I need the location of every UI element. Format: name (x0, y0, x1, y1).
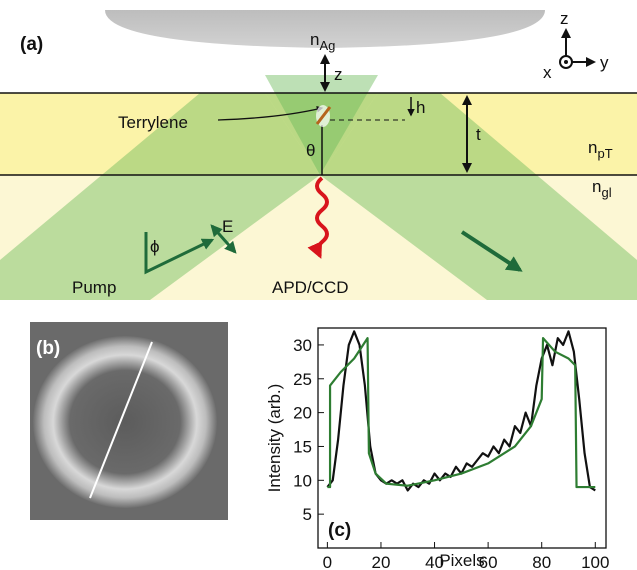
x-axis-label: Pixels (439, 551, 484, 570)
x-tick-label: 100 (581, 553, 609, 570)
axis-label: x (543, 63, 552, 82)
y-tick-label: 10 (293, 471, 312, 490)
detector-label: APD/CCD (272, 278, 349, 297)
thickness-label: t (476, 125, 481, 144)
figure: (a) nAg z h t Terrylene θ npT ngl E ϕ Pu… (0, 0, 637, 570)
y-tick-label: 5 (303, 505, 312, 524)
x-tick-label: 20 (371, 553, 390, 570)
series-line (327, 338, 595, 487)
symbol: n (588, 138, 597, 157)
y-tick-label: 25 (293, 370, 312, 389)
symbol: n (310, 30, 319, 49)
pump-label: Pump (72, 278, 116, 297)
depth-label: h (416, 98, 425, 117)
panel-label: (a) (20, 34, 43, 55)
subscript: pT (597, 146, 612, 161)
angle-label: ϕ (150, 237, 160, 256)
gap-label: z (334, 65, 343, 84)
y-tick-label: 15 (293, 437, 312, 456)
panel-b: (b) (30, 322, 228, 520)
panel-label: (b) (36, 338, 60, 359)
axis-label: z (560, 9, 569, 28)
panel-label: (c) (328, 520, 351, 541)
symbol: n (592, 177, 601, 196)
panel-a: (a) nAg z h t Terrylene θ npT ngl E ϕ Pu… (0, 9, 637, 300)
y-tick-label: 30 (293, 336, 312, 355)
x-tick-label: 80 (532, 553, 551, 570)
field-label: E (222, 217, 233, 236)
molecule-label: Terrylene (118, 113, 188, 132)
subscript: gl (601, 185, 611, 200)
ring (33, 336, 217, 508)
x-tick-label: 0 (323, 553, 332, 570)
axis-label: y (600, 53, 609, 72)
angle-label: θ (306, 141, 315, 160)
y-axis-label: Intensity (arb.) (265, 384, 284, 493)
subscript: Ag (319, 38, 335, 53)
y-tick-label: 20 (293, 404, 312, 423)
